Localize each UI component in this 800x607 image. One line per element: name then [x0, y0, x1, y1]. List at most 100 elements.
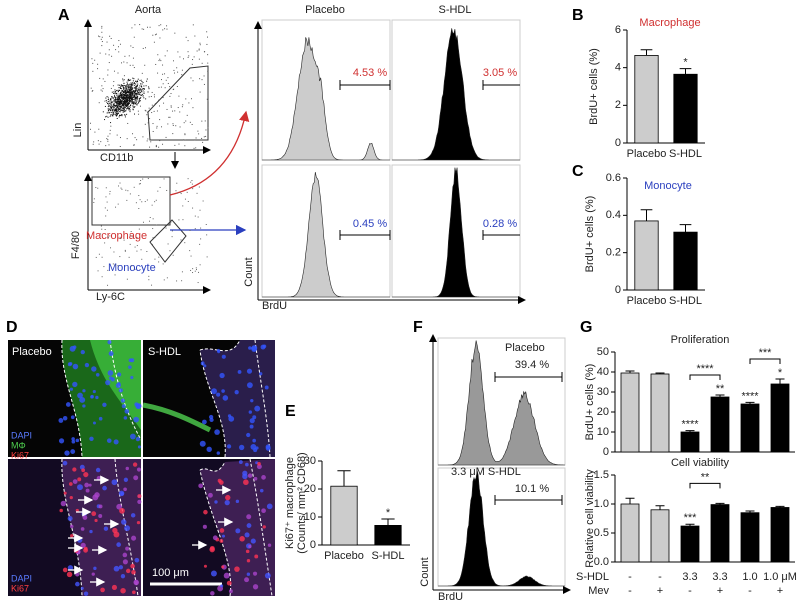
event-dot: [128, 94, 130, 96]
event-dot: [129, 96, 131, 98]
nucleus: [116, 372, 122, 377]
y-tick-label: 0: [615, 284, 621, 296]
event-dot: [202, 200, 204, 202]
event-dot: [136, 92, 138, 94]
event-dot: [100, 225, 102, 227]
tissue: [200, 459, 275, 596]
event-dot: [110, 99, 112, 101]
event-dot: [120, 87, 122, 89]
y-tick-label: 2: [615, 99, 621, 111]
y-tick-label: 40: [597, 366, 609, 378]
error-bar: [679, 224, 692, 233]
event-dot: [134, 106, 136, 108]
event-dot: [125, 88, 127, 90]
event-dot: [131, 96, 133, 98]
event-dot: [200, 238, 202, 240]
event-dot: [123, 104, 125, 106]
event-dot: [131, 99, 133, 101]
event-dot: [118, 107, 120, 109]
event-dot: [199, 42, 201, 44]
event-dot: [115, 206, 117, 208]
event-dot: [192, 80, 194, 82]
event-dot: [173, 69, 175, 71]
event-dot: [132, 106, 134, 108]
event-dot: [118, 102, 120, 104]
event-dot: [124, 55, 126, 57]
event-dot: [90, 128, 92, 130]
event-dot: [113, 105, 115, 107]
nucleus: [113, 565, 120, 572]
event-dot: [177, 71, 179, 73]
event-dot: [95, 256, 97, 258]
event-dot: [169, 250, 171, 252]
event-dot: [114, 89, 116, 91]
event-dot: [181, 74, 183, 76]
event-dot: [132, 94, 134, 96]
condition: -: [748, 585, 752, 597]
event-dot: [133, 144, 135, 146]
event-dot: [204, 120, 206, 122]
event-dot: [140, 96, 142, 98]
event-dot: [117, 96, 119, 98]
event-dot: [162, 97, 164, 99]
nucleus: [107, 370, 114, 376]
event-dot: [139, 100, 141, 102]
event-dot: [93, 201, 95, 203]
event-dot: [92, 62, 94, 64]
event-dot: [182, 229, 184, 231]
event-dot: [194, 270, 196, 272]
event-dot: [115, 111, 117, 113]
event-dot: [115, 100, 117, 102]
x-tick-label: Placebo: [627, 295, 667, 307]
event-dot: [138, 113, 140, 115]
event-dot: [97, 63, 99, 65]
event-dot: [117, 106, 119, 108]
event-dot: [113, 95, 115, 97]
event-dot: [129, 64, 131, 66]
event-dot: [176, 67, 178, 69]
nucleus: [252, 571, 258, 576]
event-dot: [122, 103, 124, 105]
row-label: Mev: [588, 585, 609, 597]
event-dot: [128, 105, 130, 107]
event-dot: [134, 95, 136, 97]
event-dot: [118, 109, 120, 111]
event-dot: [126, 96, 128, 98]
event-dot: [194, 228, 196, 230]
event-dot: [162, 83, 164, 85]
event-dot: [120, 94, 122, 96]
event-dot: [164, 55, 166, 57]
event-dot: [135, 102, 137, 104]
event-dot: [122, 97, 124, 99]
event-dot: [126, 81, 128, 83]
nucleus: [119, 507, 125, 514]
event-dot: [123, 75, 125, 77]
event-dot: [123, 79, 125, 81]
event-dot: [110, 107, 112, 109]
event-dot: [120, 92, 122, 94]
event-dot: [107, 111, 109, 113]
event-dot: [127, 108, 129, 110]
event-dot: [129, 95, 131, 97]
nucleus: [221, 354, 226, 359]
event-dot: [133, 94, 135, 96]
event-dot: [129, 90, 131, 92]
event-dot: [118, 100, 120, 102]
event-dot: [133, 82, 135, 84]
event-dot: [106, 201, 108, 203]
event-dot: [101, 31, 103, 33]
event-dot: [137, 78, 139, 80]
event-dot: [166, 28, 168, 30]
event-dot: [121, 62, 123, 64]
event-dot: [114, 109, 116, 111]
event-dot: [124, 93, 126, 95]
event-dot: [104, 119, 106, 121]
event-dot: [127, 105, 129, 107]
event-dot: [182, 104, 184, 106]
event-dot: [155, 63, 157, 65]
nucleus: [67, 565, 74, 571]
column-title: Placebo: [305, 4, 345, 16]
event-dot: [125, 102, 127, 104]
nucleus: [70, 534, 74, 538]
event-dot: [155, 199, 157, 201]
